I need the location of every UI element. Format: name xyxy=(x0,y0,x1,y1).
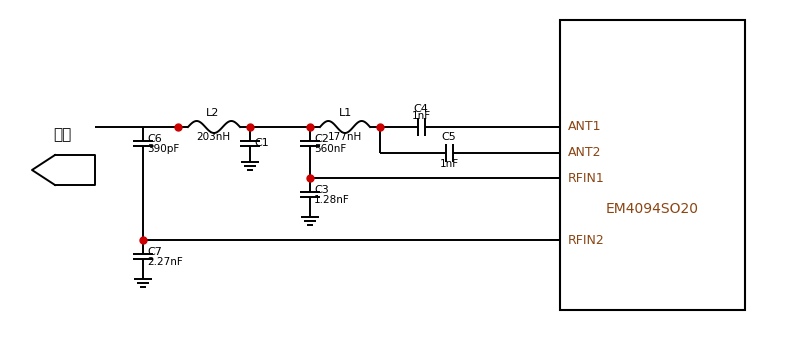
Text: 天线: 天线 xyxy=(53,127,71,143)
Text: C4: C4 xyxy=(413,104,428,114)
Text: 1.28nF: 1.28nF xyxy=(314,195,349,205)
Text: C6: C6 xyxy=(147,134,162,144)
Text: C2: C2 xyxy=(314,134,329,144)
Text: C1: C1 xyxy=(254,138,268,148)
Bar xyxy=(560,20,745,310)
Text: 2.27nF: 2.27nF xyxy=(147,257,183,267)
Text: C3: C3 xyxy=(314,185,329,195)
Text: C7: C7 xyxy=(147,247,162,257)
Text: L1: L1 xyxy=(338,108,352,118)
Text: C5: C5 xyxy=(442,132,456,142)
Text: ANT1: ANT1 xyxy=(568,121,601,133)
Text: RFIN1: RFIN1 xyxy=(568,172,604,184)
Text: 560nF: 560nF xyxy=(314,144,346,154)
Text: RFIN2: RFIN2 xyxy=(568,234,604,246)
Text: 177nH: 177nH xyxy=(328,132,362,142)
Text: L2: L2 xyxy=(206,108,220,118)
Text: 1nF: 1nF xyxy=(439,159,459,169)
Text: 390pF: 390pF xyxy=(147,144,179,154)
Text: 1nF: 1nF xyxy=(412,111,430,121)
Text: ANT2: ANT2 xyxy=(568,147,601,159)
Text: EM4094SO20: EM4094SO20 xyxy=(606,202,699,216)
Text: 203nH: 203nH xyxy=(196,132,230,142)
